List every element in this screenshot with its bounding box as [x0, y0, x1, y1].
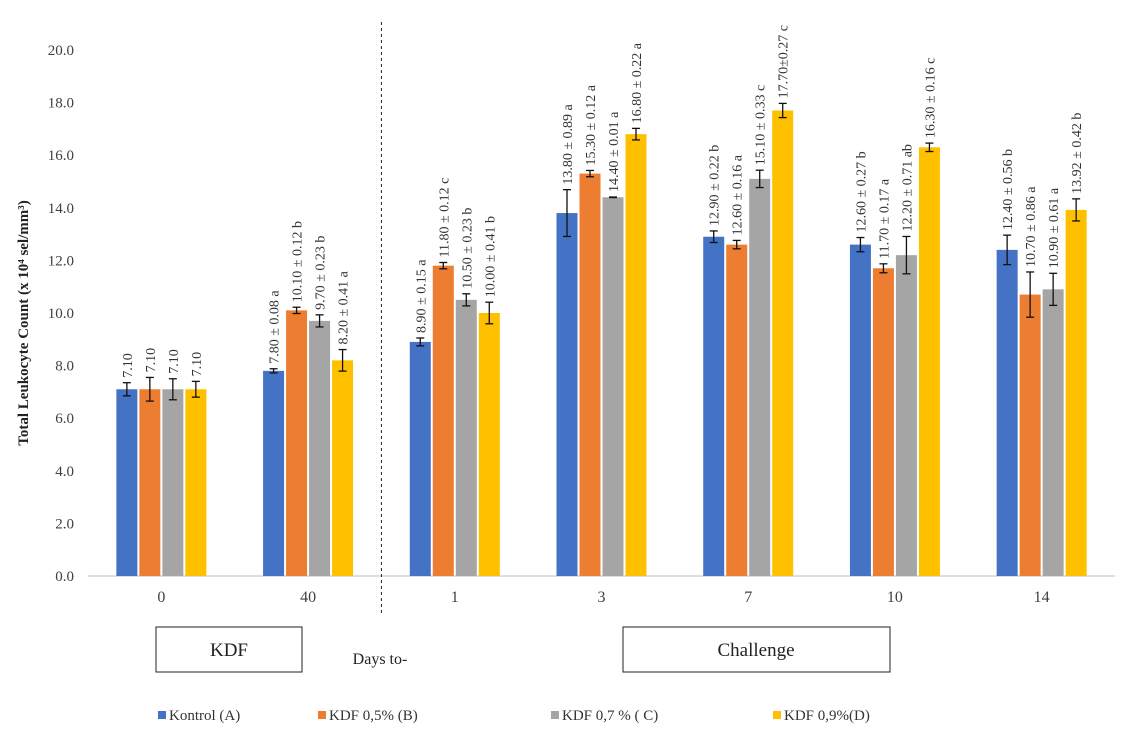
bar	[116, 389, 138, 576]
bar	[703, 236, 725, 577]
kdf-phase-box	[155, 626, 303, 673]
bar	[895, 255, 917, 576]
bar-value-label: 10.00 ± 0.41 b	[483, 216, 498, 297]
bar	[1042, 289, 1064, 576]
y-tick-label: 20.0	[48, 43, 74, 59]
y-tick-label: 10.0	[48, 306, 74, 322]
bar-value-label: 13.92 ± 0.42 b	[1070, 113, 1085, 194]
bar	[749, 178, 771, 576]
bar-value-label: 11.80 ± 0.12 c	[437, 178, 452, 258]
bar	[556, 213, 578, 576]
x-tick-label: 3	[598, 589, 606, 606]
bar-value-label: 13.80 ± 0.89 a	[561, 103, 576, 184]
bar	[432, 265, 454, 576]
y-tick-label: 8.0	[55, 359, 74, 375]
kdf-phase-label: KDF	[210, 640, 248, 661]
bar-value-label: 14.40 ± 0.01 a	[607, 111, 622, 192]
y-tick-label: 14.0	[48, 201, 74, 217]
x-tick-label: 14	[1034, 589, 1050, 606]
bar-value-label: 10.90 ± 0.61 a	[1047, 187, 1062, 268]
bar	[263, 370, 285, 576]
y-tick-label: 12.0	[48, 253, 74, 269]
bar-value-label: 16.80 ± 0.22 a	[630, 42, 645, 123]
bar-value-label: 10.70 ± 0.86 a	[1024, 186, 1039, 267]
bar	[772, 110, 794, 577]
bar-value-label: 7.10	[190, 352, 205, 377]
y-tick-label: 6.0	[55, 411, 74, 427]
legend: Kontrol (A) KDF 0,5% (B) KDF 0,7 % ( C) KDF…	[158, 708, 870, 724]
bar	[162, 389, 184, 576]
bar	[625, 134, 647, 576]
bar-value-label: 15.30 ± 0.12 a	[584, 84, 599, 165]
bar	[849, 244, 871, 576]
bar	[455, 299, 477, 576]
legend-label: Kontrol (A)	[169, 708, 240, 724]
x-axis-category-labels: 0 40 1 3 7 10 14	[157, 589, 1049, 606]
bar	[1019, 294, 1041, 576]
bar	[1065, 209, 1087, 577]
y-axis-title: Total Leukocyte Count (x 10⁴ sel/mm³)	[16, 200, 32, 446]
bar-value-label: 17.70±0.27 c	[777, 25, 792, 98]
bar-value-label: 8.20 ± 0.41 a	[337, 270, 352, 344]
x-axis-title: Days to-	[353, 651, 408, 668]
bar	[726, 244, 748, 576]
y-tick-label: 2.0	[55, 516, 74, 532]
bar	[139, 389, 161, 576]
bar-value-label: 9.70 ± 0.23 b	[314, 236, 329, 310]
x-tick-label: 1	[451, 589, 459, 606]
y-tick-label: 4.0	[55, 464, 74, 480]
bar-value-label: 10.10 ± 0.12 b	[291, 221, 306, 302]
bar	[332, 360, 354, 576]
bar-value-label: 15.10 ± 0.33 c	[754, 85, 769, 165]
x-tick-label: 0	[157, 589, 165, 606]
bar	[579, 173, 601, 577]
bar	[996, 249, 1018, 576]
bar	[478, 313, 500, 576]
bar	[185, 389, 207, 576]
legend-swatch	[773, 711, 781, 719]
y-axis-ticks: 0.0 2.0 4.0 6.0 8.0 10.0 12.0 14.0 16.0 18.0 20.0	[48, 43, 74, 585]
x-tick-label: 40	[300, 589, 316, 606]
bar-series-group: 7.10 7.10 7.10 7.10 7.80 ± 0.08 a 10.10 ± 0.1…	[116, 25, 1087, 577]
x-tick-label: 7	[744, 589, 752, 606]
bar-value-label: 7.10	[144, 348, 159, 373]
y-tick-label: 16.0	[48, 148, 74, 164]
challenge-phase-box	[622, 626, 891, 673]
y-tick-label: 0.0	[55, 569, 74, 585]
x-tick-label: 10	[887, 589, 903, 606]
bar	[286, 310, 308, 576]
bar	[602, 197, 624, 576]
bar-value-label: 7.10	[167, 349, 182, 374]
legend-label: KDF 0,9%(D)	[784, 708, 870, 724]
bar	[872, 268, 894, 576]
bar-value-label: 7.10	[121, 353, 136, 378]
bar-value-label: 11.70 ± 0.17 a	[877, 178, 892, 259]
y-tick-label: 18.0	[48, 96, 74, 112]
legend-swatch	[318, 711, 326, 719]
bar	[309, 320, 331, 576]
challenge-phase-label: Challenge	[717, 640, 794, 661]
bar-value-label: 7.80 ± 0.08 a	[268, 290, 283, 364]
legend-label: KDF 0,5% (B)	[329, 708, 418, 724]
bar-value-label: 12.90 ± 0.22 b	[708, 145, 723, 226]
bar-value-label: 12.40 ± 0.56 b	[1001, 149, 1016, 230]
bar-value-label: 10.50 ± 0.23 b	[460, 208, 475, 289]
legend-label: KDF 0,7 % ( C)	[562, 708, 658, 724]
legend-swatch	[158, 711, 166, 719]
bar-value-label: 12.60 ± 0.27 b	[854, 151, 869, 232]
bar-value-label: 8.90 ± 0.15 a	[414, 259, 429, 333]
bar	[409, 341, 431, 576]
bar-value-label: 12.20 ± 0.71 ab	[900, 144, 915, 231]
bar-value-label: 12.60 ± 0.16 a	[731, 154, 746, 235]
bar-value-label: 16.30 ± 0.16 c	[923, 58, 938, 138]
bar	[918, 147, 940, 576]
legend-swatch	[551, 711, 559, 719]
